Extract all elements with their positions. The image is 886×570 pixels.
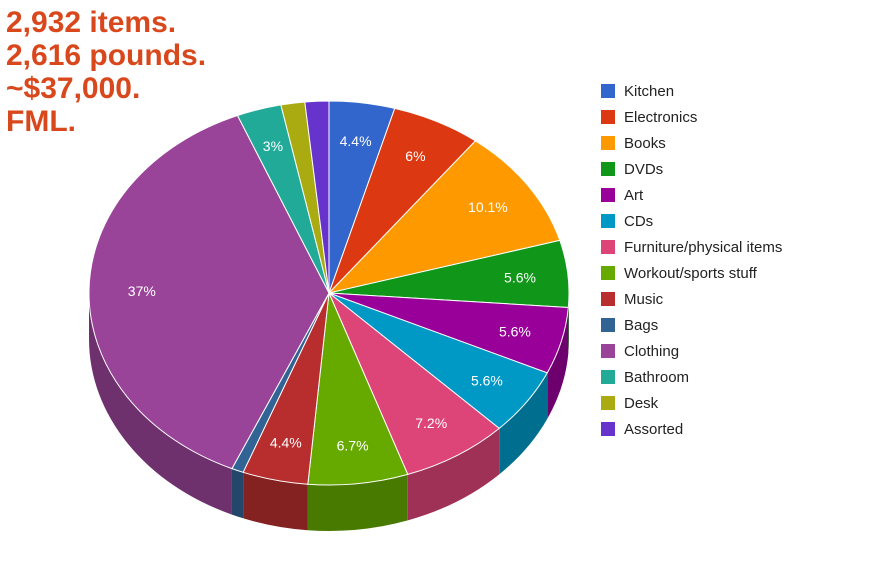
slice-label-art: 5.6% xyxy=(499,323,531,339)
pie-slices xyxy=(88,100,570,486)
legend-label: Bags xyxy=(624,316,659,334)
legend-label: Furniture/physical items xyxy=(624,238,783,256)
legend-swatch xyxy=(601,214,615,228)
pie-side-furniture-physical-items xyxy=(407,428,500,521)
headline-line-weight: 2,616 pounds. xyxy=(6,39,207,72)
legend-label: Bathroom xyxy=(624,368,690,386)
legend-item-bags: Bags xyxy=(601,312,782,338)
legend-item-desk: Desk xyxy=(601,390,782,416)
legend-swatch xyxy=(601,136,615,150)
legend-item-art: Art xyxy=(601,182,782,208)
slice-label-kitchen: 4.4% xyxy=(340,133,372,149)
legend-label: DVDs xyxy=(624,160,664,178)
pie-slice-books xyxy=(327,140,561,294)
legend-item-workout-sports-stuff: Workout/sports stuff xyxy=(601,260,782,286)
legend-swatch xyxy=(601,188,615,202)
legend-item-kitchen: Kitchen xyxy=(601,78,782,104)
legend-swatch xyxy=(601,84,615,98)
chart-legend: Kitchen Electronics Books DVDs Art CDs Furnitu… xyxy=(601,78,782,442)
legend-swatch xyxy=(601,396,615,410)
legend-swatch xyxy=(601,292,615,306)
legend-swatch xyxy=(601,422,615,436)
pie-side-art xyxy=(547,307,569,419)
legend-item-clothing: Clothing xyxy=(601,338,782,364)
pie-side-workout-sports-stuff xyxy=(307,474,408,531)
legend-swatch xyxy=(601,162,615,176)
headline-line-fml: FML. xyxy=(6,105,76,138)
legend-label: Workout/sports stuff xyxy=(624,264,757,282)
legend-swatch xyxy=(601,370,615,384)
slice-label-clothing: 37% xyxy=(128,283,156,299)
slice-label-workout-sports-stuff: 6.7% xyxy=(337,437,369,453)
pie-slice-clothing xyxy=(88,114,330,470)
slice-label-furniture-physical-items: 7.2% xyxy=(415,415,447,431)
slice-label-dvds: 5.6% xyxy=(504,270,536,286)
legend-label: Music xyxy=(624,290,664,308)
legend-item-books: Books xyxy=(601,130,782,156)
slice-label-electronics: 6% xyxy=(405,148,425,164)
pie-labels: 4.4% 6% 10.1% 5.6% 5.6% 5.6% 7.2% 6.7% 4.4% 37% 3% xyxy=(128,133,536,454)
legend-label: CDs xyxy=(624,212,654,230)
slice-label-cds: 5.6% xyxy=(471,372,503,388)
legend-label: Assorted xyxy=(624,420,684,438)
headline-line-items: 2,932 items. xyxy=(6,6,177,39)
legend-label: Art xyxy=(624,186,644,204)
legend-item-bathroom: Bathroom xyxy=(601,364,782,390)
pie-side-clothing xyxy=(89,293,232,515)
legend-swatch xyxy=(601,344,615,358)
pie-side-cds xyxy=(499,372,548,475)
legend-item-furniture-physical-items: Furniture/physical items xyxy=(601,234,782,260)
headline: 2,932 items. 2,616 pounds. ~$37,000. FML… xyxy=(6,6,206,138)
slice-label-bathroom: 3% xyxy=(263,138,283,154)
legend-item-assorted: Assorted xyxy=(601,416,782,442)
legend-item-music: Music xyxy=(601,286,782,312)
slice-label-books: 10.1% xyxy=(468,199,508,215)
pie-slice-furniture-physical-items xyxy=(328,292,501,475)
legend-label: Electronics xyxy=(624,108,698,126)
legend-item-cds: CDs xyxy=(601,208,782,234)
legend-swatch xyxy=(601,266,615,280)
legend-swatch xyxy=(601,110,615,124)
legend-swatch xyxy=(601,318,615,332)
legend-item-dvds: DVDs xyxy=(601,156,782,182)
headline-line-cost: ~$37,000. xyxy=(6,72,141,105)
legend-label: Books xyxy=(624,134,666,152)
legend-label: Desk xyxy=(624,394,659,412)
legend-item-electronics: Electronics xyxy=(601,104,782,130)
pie-side-music xyxy=(243,472,308,531)
legend-swatch xyxy=(601,240,615,254)
legend-label: Clothing xyxy=(624,342,680,360)
slice-label-music: 4.4% xyxy=(270,435,302,451)
pie-side-bags xyxy=(231,468,244,519)
pie-slice-assorted xyxy=(304,100,330,294)
legend-label: Kitchen xyxy=(624,82,675,100)
